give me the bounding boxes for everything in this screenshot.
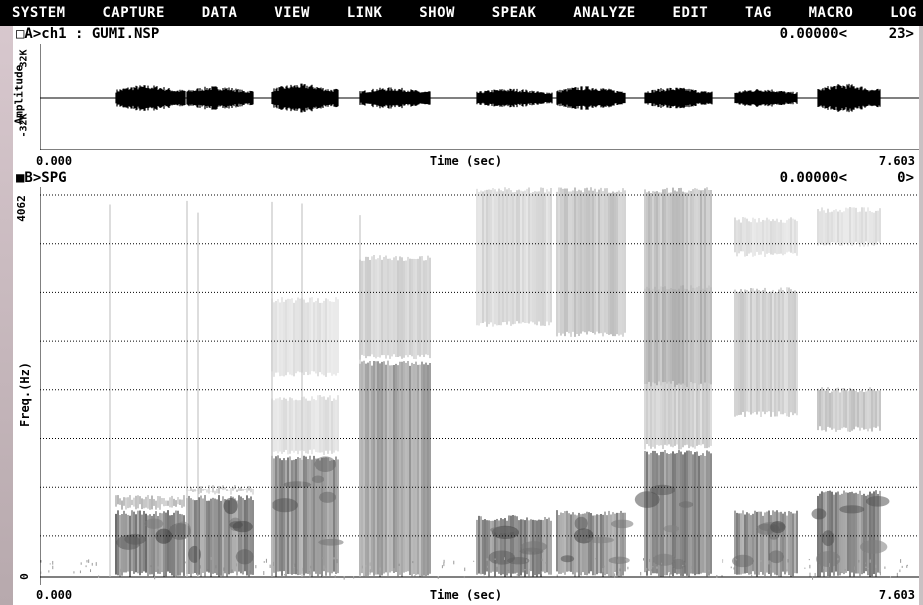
waveform-ytick-bottom: -32K: [18, 113, 30, 138]
waveform-burst: [476, 88, 553, 108]
spectrogram-header: ■B>SPG 0.00000< 0>: [13, 170, 919, 186]
spectrogram-segment: [271, 297, 344, 577]
spectrogram-marker-readout: 0>: [897, 170, 914, 186]
spectrogram-title: ■B>SPG: [16, 170, 67, 186]
spectrogram-segment: [359, 255, 431, 577]
waveform-header: □A>ch1 : GUMI.NSP 0.00000< 23>: [13, 26, 919, 42]
left-border: [0, 0, 13, 605]
spectrogram-noise: [40, 200, 908, 580]
menu-macro[interactable]: MACRO: [808, 5, 854, 21]
waveform-burst: [644, 87, 713, 109]
menu-log[interactable]: LOG: [890, 5, 917, 21]
waveform-time-axis: 0.000 Time (sec) 7.603: [13, 154, 919, 168]
menu-data[interactable]: DATA: [201, 5, 238, 21]
waveform-burst: [115, 85, 186, 111]
spectrogram-segment: [731, 217, 798, 577]
spectrogram-cursor-readout: 0.00000<: [779, 170, 847, 186]
waveform-burst: [186, 86, 254, 110]
waveform-burst: [359, 87, 431, 109]
spectrogram-x-start: 0.000: [36, 588, 73, 602]
spectrogram-segment: [115, 495, 192, 577]
waveform-x-end: 7.603: [878, 154, 915, 168]
spectrogram-segment: [811, 207, 890, 577]
waveform-burst: [734, 88, 798, 108]
waveform-plot[interactable]: [40, 44, 919, 150]
spectrogram-panel[interactable]: ■B>SPG 0.00000< 0> Freq.(Hz) 4062 0 0.00…: [13, 170, 919, 605]
menu-speak[interactable]: SPEAK: [491, 5, 537, 21]
waveform-burst: [556, 86, 626, 110]
waveform-panel[interactable]: □A>ch1 : GUMI.NSP 0.00000< 23> Amplitude…: [13, 26, 919, 170]
menu-analyze[interactable]: ANALYZE: [573, 5, 636, 21]
waveform-x-start: 0.000: [36, 154, 73, 168]
menu-view[interactable]: VIEW: [274, 5, 310, 21]
spectrogram-x-end: 7.603: [878, 588, 915, 602]
spectrogram-segment: [634, 187, 712, 577]
waveform-burst: [817, 83, 881, 113]
menu-bar: SYSTEM CAPTURE DATA VIEW LINK SHOW SPEAK…: [0, 0, 923, 26]
spectrogram-ylabel: Freq.(Hz): [18, 361, 32, 427]
menu-system[interactable]: SYSTEM: [12, 5, 66, 21]
spectrogram-segment: [556, 187, 634, 577]
spectrogram-grid: [40, 194, 919, 537]
waveform-burst: [271, 83, 339, 113]
menu-show[interactable]: SHOW: [419, 5, 455, 21]
spectrogram-time-axis: 0.000 Time (sec) 7.603: [13, 588, 919, 602]
waveform-marker-readout: 23>: [888, 26, 914, 42]
menu-tag[interactable]: TAG: [745, 5, 772, 21]
waveform-xlabel: Time (sec): [429, 154, 503, 168]
menu-capture[interactable]: CAPTURE: [102, 5, 165, 21]
spectrogram-plot[interactable]: [40, 187, 919, 585]
spectrogram-ytick-bottom: 0: [17, 573, 31, 580]
waveform-title: □A>ch1 : GUMI.NSP: [16, 26, 160, 42]
menu-link[interactable]: LINK: [346, 5, 383, 21]
menu-edit[interactable]: EDIT: [672, 5, 709, 21]
spectrogram-ytick-top: 4062: [14, 195, 28, 222]
waveform-cursor-readout: 0.00000<: [779, 26, 847, 42]
waveform-ytick-top: 32K: [18, 49, 30, 68]
spectrogram-segment: [476, 187, 552, 577]
spectrogram-xlabel: Time (sec): [429, 588, 503, 602]
